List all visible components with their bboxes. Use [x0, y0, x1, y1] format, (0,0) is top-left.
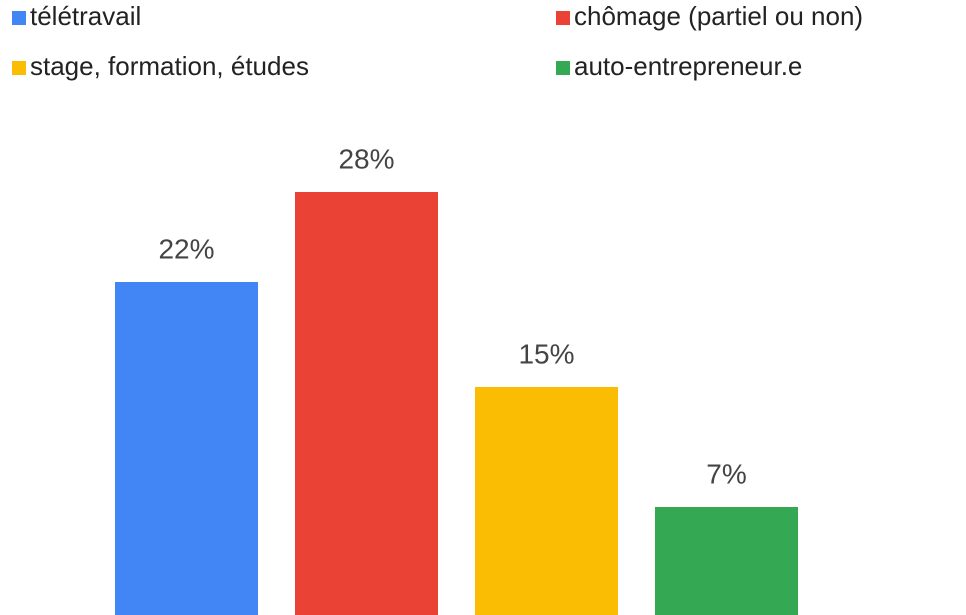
legend-label: télétravail — [30, 1, 141, 31]
data-label: 15% — [518, 338, 574, 369]
legend-label: stage, formation, études — [30, 51, 309, 81]
bar — [115, 282, 258, 615]
data-label: 22% — [158, 233, 214, 264]
legend-swatch — [556, 11, 570, 25]
bar — [475, 387, 618, 615]
bar — [655, 507, 798, 615]
legend-label: chômage (partiel ou non) — [574, 1, 863, 31]
bar — [295, 192, 438, 615]
legend-swatch — [12, 11, 26, 25]
legend-swatch — [12, 61, 26, 75]
data-label: 7% — [706, 458, 746, 489]
data-label: 28% — [338, 143, 394, 174]
legend-label: auto-entrepreneur.e — [574, 51, 802, 81]
legend-swatch — [556, 61, 570, 75]
